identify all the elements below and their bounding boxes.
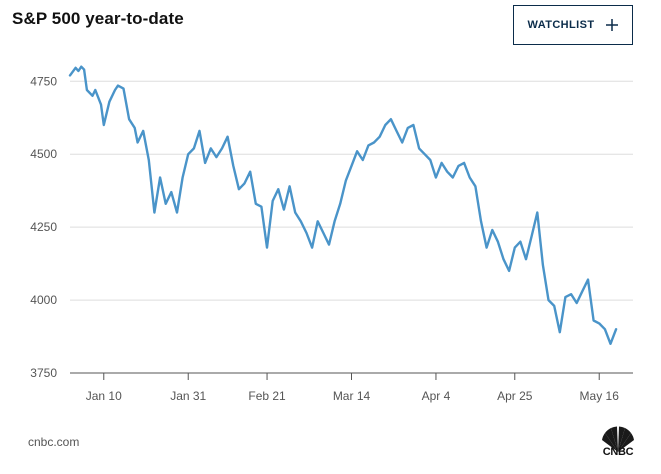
x-tick-label: Jan 10 <box>86 389 122 403</box>
y-tick-label: 4750 <box>30 74 57 88</box>
y-tick-label: 4250 <box>30 220 57 234</box>
cnbc-logo-text: CNBC <box>602 446 634 458</box>
x-tick-label: Jan 31 <box>170 389 206 403</box>
x-tick-label: Feb 21 <box>248 389 286 403</box>
grid-lines <box>70 80 633 301</box>
y-tick-label: 4000 <box>30 293 57 307</box>
series-line <box>68 65 618 345</box>
y-axis-ticks: 3750 4000 4250 4500 4750 <box>30 74 57 380</box>
watchlist-button[interactable]: WATCHLIST <box>513 5 633 45</box>
x-tick-label: Mar 14 <box>333 389 371 403</box>
y-tick-label: 3750 <box>30 366 57 380</box>
series-layer <box>68 65 618 345</box>
x-axis-ticks: Jan 10 Jan 31 Feb 21 Mar 14 Apr 4 Apr 25 May 1… <box>86 373 619 403</box>
y-tick-label: 4500 <box>30 147 57 161</box>
plus-icon <box>606 19 619 31</box>
x-tick-label: May 16 <box>580 389 620 403</box>
chart-title: S&P 500 year-to-date <box>12 9 184 28</box>
x-tick-label: Apr 4 <box>422 389 451 403</box>
cnbc-peacock-icon <box>602 426 634 452</box>
x-tick-label: Apr 25 <box>497 389 533 403</box>
source-label: cnbc.com <box>28 435 80 449</box>
watchlist-label: WATCHLIST <box>527 19 595 31</box>
